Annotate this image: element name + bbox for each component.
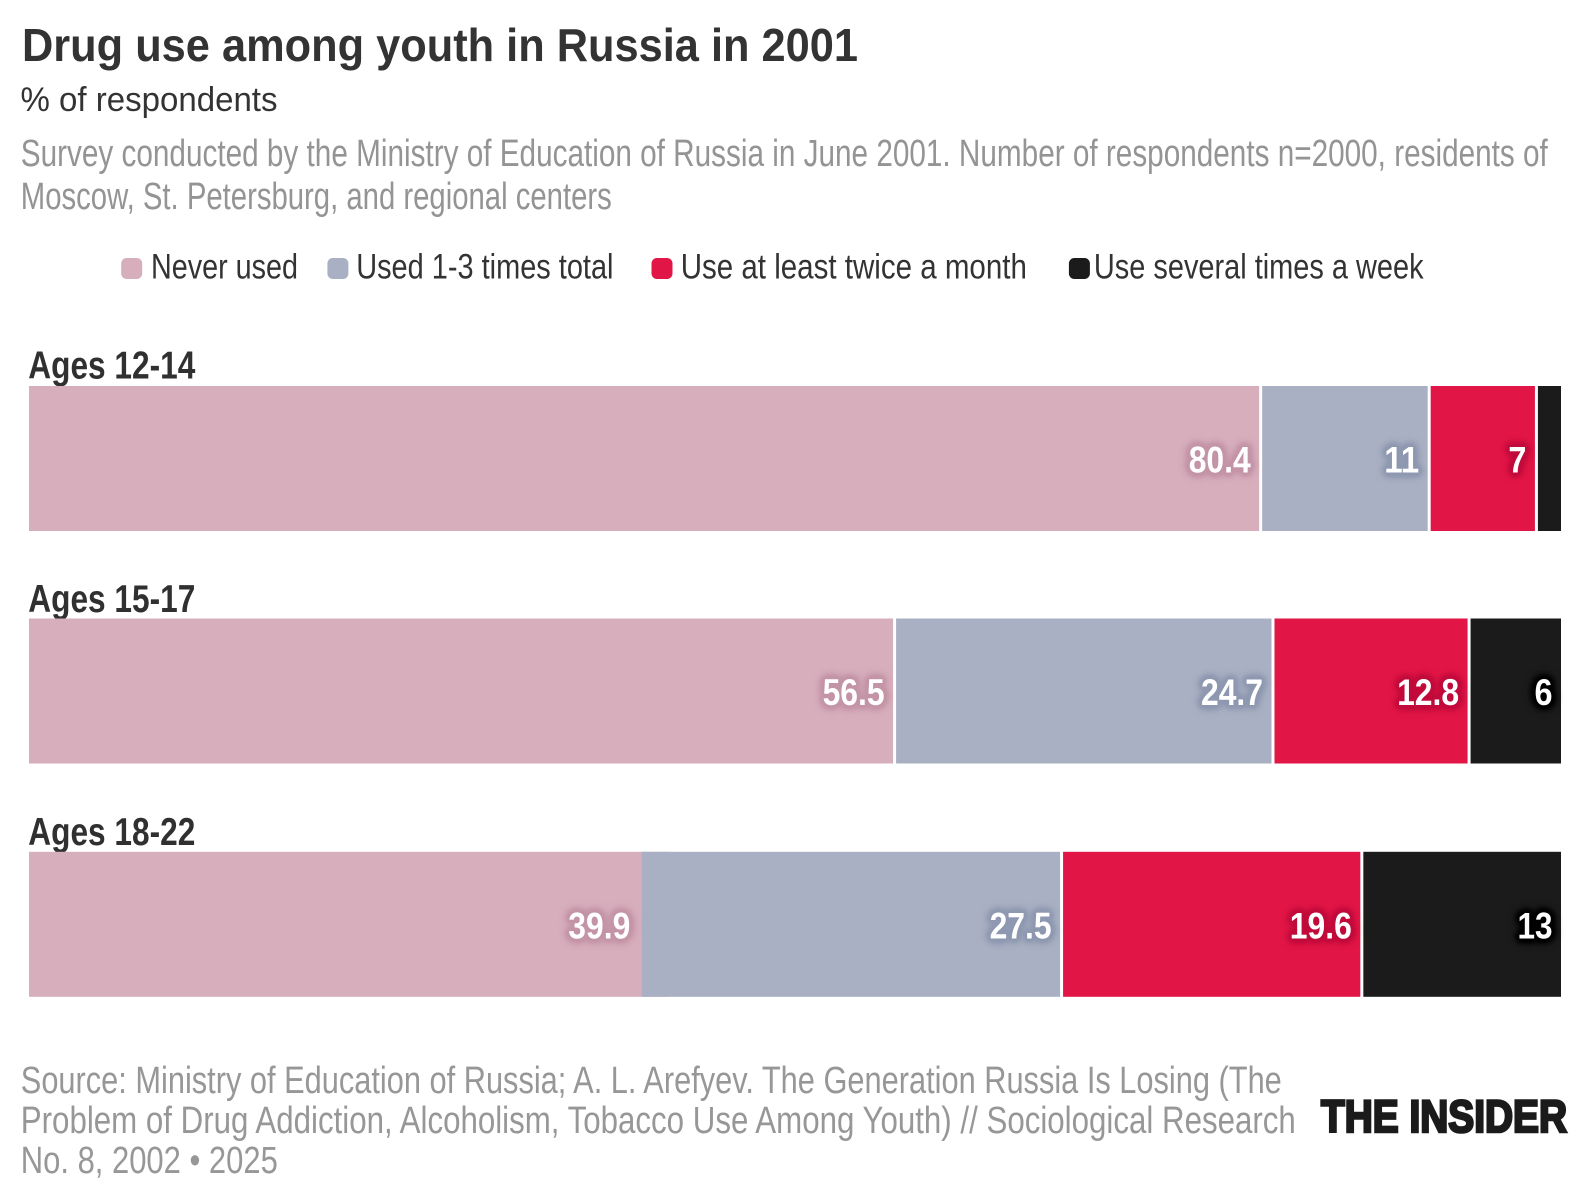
- svg-text:13: 13: [1518, 905, 1553, 946]
- svg-text:27.5: 27.5: [990, 905, 1052, 946]
- svg-text:THE INSIDER: THE INSIDER: [1321, 1091, 1567, 1142]
- svg-text:Problem of Drug Addiction, Alc: Problem of Drug Addiction, Alcoholism, T…: [21, 1100, 1296, 1142]
- svg-text:Never used: Never used: [151, 247, 298, 286]
- svg-text:% of respondents: % of respondents: [21, 81, 278, 119]
- svg-text:Use several times a week: Use several times a week: [1094, 247, 1424, 286]
- svg-text:80.4: 80.4: [1189, 440, 1252, 481]
- svg-text:Drug use among youth in Russia: Drug use among youth in Russia in 2001: [22, 19, 858, 71]
- svg-text:Use at least twice a month: Use at least twice a month: [681, 247, 1027, 286]
- svg-text:Survey conducted by the Minist: Survey conducted by the Ministry of Educ…: [21, 133, 1548, 175]
- svg-text:Ages 12-14: Ages 12-14: [28, 345, 195, 388]
- svg-text:7: 7: [1508, 440, 1526, 481]
- svg-text:56.5: 56.5: [823, 672, 885, 713]
- svg-text:Ages 15-17: Ages 15-17: [28, 578, 195, 621]
- svg-text:24.7: 24.7: [1201, 672, 1263, 713]
- svg-text:6: 6: [1535, 672, 1553, 713]
- svg-text:Used 1-3 times total: Used 1-3 times total: [356, 247, 613, 286]
- svg-text:Moscow, St. Petersburg, and re: Moscow, St. Petersburg, and regional cen…: [21, 176, 612, 218]
- svg-text:Source: Ministry of Education: Source: Ministry of Education of Russia;…: [21, 1060, 1282, 1102]
- svg-text:19.6: 19.6: [1290, 905, 1352, 946]
- svg-text:No. 8, 2002 • 2025: No. 8, 2002 • 2025: [21, 1140, 278, 1182]
- svg-text:12.8: 12.8: [1397, 672, 1459, 713]
- svg-text:39.9: 39.9: [568, 905, 630, 946]
- svg-text:Ages 18-22: Ages 18-22: [28, 811, 195, 854]
- svg-text:11: 11: [1384, 440, 1419, 481]
